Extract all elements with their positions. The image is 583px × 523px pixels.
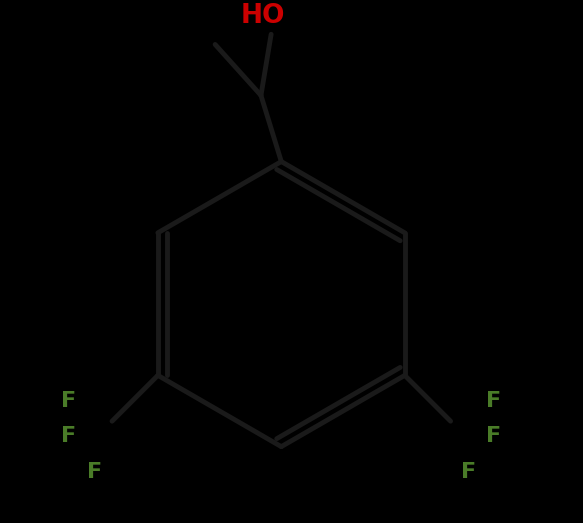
Text: F: F xyxy=(61,391,76,411)
Text: F: F xyxy=(87,462,102,482)
Text: HO: HO xyxy=(241,3,285,29)
Text: F: F xyxy=(461,462,476,482)
Text: F: F xyxy=(61,426,76,447)
Text: F: F xyxy=(486,391,501,411)
Text: F: F xyxy=(486,426,501,447)
